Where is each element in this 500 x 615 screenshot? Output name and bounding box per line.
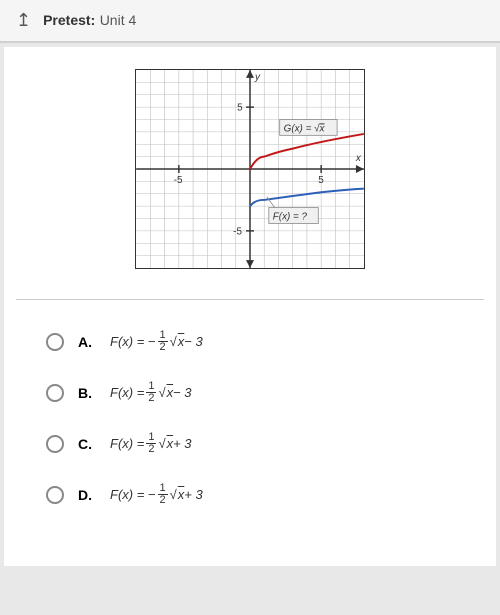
divider — [16, 299, 484, 300]
page-header: ↥ Pretest: Unit 4 — [0, 0, 500, 43]
option-d-formula: F(x) = − 12 √x + 3 — [110, 483, 203, 506]
option-b-letter: B. — [78, 385, 96, 401]
graph-container: -5 5 5 -5 x y G(x) = √x F(x) = ? — [16, 59, 484, 289]
g-label: G(x) = √x — [284, 122, 326, 134]
back-icon[interactable]: ↥ — [16, 10, 31, 31]
option-b[interactable]: B. F(x) = 12 √x − 3 — [46, 381, 454, 404]
radio-b[interactable] — [46, 384, 64, 402]
option-b-formula: F(x) = 12 √x − 3 — [110, 381, 192, 404]
title-bold: Pretest: — [43, 12, 95, 28]
function-graph: -5 5 5 -5 x y G(x) = √x F(x) = ? — [135, 69, 365, 269]
answer-options: A. F(x) = − 12 √x − 3 B. F(x) = 12 √x − … — [16, 310, 484, 554]
option-c-formula: F(x) = 12 √x + 3 — [110, 432, 192, 455]
radio-a[interactable] — [46, 333, 64, 351]
option-a-formula: F(x) = − 12 √x − 3 — [110, 330, 203, 353]
option-a-letter: A. — [78, 334, 96, 350]
content-area: -5 5 5 -5 x y G(x) = √x F(x) = ? A. F(x)… — [4, 47, 496, 566]
radio-d[interactable] — [46, 486, 64, 504]
option-c-letter: C. — [78, 436, 96, 452]
ytick-neg5: -5 — [233, 226, 242, 237]
xtick-5: 5 — [318, 175, 324, 186]
title-subtitle: Unit 4 — [100, 12, 137, 28]
xtick-neg5: -5 — [174, 175, 183, 186]
ytick-5: 5 — [237, 103, 243, 114]
f-label: F(x) = ? — [273, 211, 308, 222]
header-title: Pretest: Unit 4 — [43, 12, 136, 30]
option-d-letter: D. — [78, 487, 96, 503]
option-a[interactable]: A. F(x) = − 12 √x − 3 — [46, 330, 454, 353]
radio-c[interactable] — [46, 435, 64, 453]
option-d[interactable]: D. F(x) = − 12 √x + 3 — [46, 483, 454, 506]
option-c[interactable]: C. F(x) = 12 √x + 3 — [46, 432, 454, 455]
